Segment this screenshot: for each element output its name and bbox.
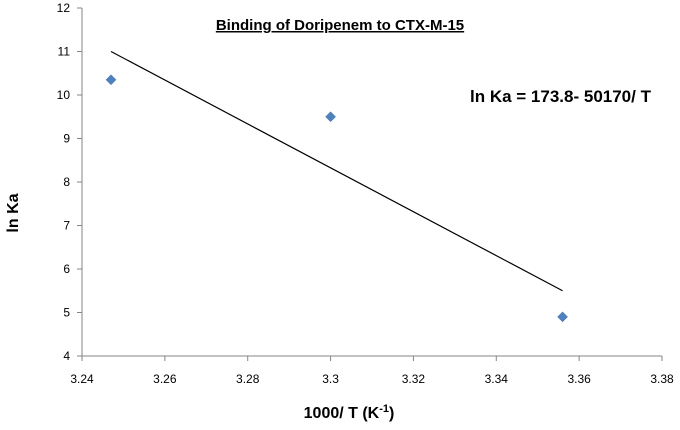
y-tick-label: 11: [58, 45, 71, 59]
y-tick-label: 6: [63, 262, 70, 276]
data-point: [105, 74, 117, 86]
x-tick-label: 3.36: [567, 372, 591, 386]
y-tick-label: 9: [63, 132, 70, 146]
trendline-equation: ln Ka = 173.8- 50170/ T: [470, 87, 652, 106]
x-tick-label: 3.28: [236, 372, 260, 386]
y-tick-label: 10: [57, 88, 71, 102]
y-tick-label: 5: [63, 306, 70, 320]
x-tick-label: 3.38: [650, 372, 674, 386]
x-axis-title-sup: -1: [379, 403, 389, 415]
y-tick-label: 4: [63, 349, 70, 363]
y-tick-label: 8: [63, 175, 70, 189]
x-axis-title-main: 1000/ T (K: [304, 405, 380, 422]
x-tick-label: 3.3: [322, 372, 339, 386]
x-axis-title: 1000/ T (K-1): [304, 403, 395, 422]
y-axis-title: ln Ka: [5, 193, 22, 232]
chart-title: Binding of Doripenem to CTX-M-15: [216, 17, 464, 34]
x-tick-label: 3.32: [402, 372, 426, 386]
data-point: [557, 311, 568, 323]
x-tick-label: 3.24: [70, 372, 94, 386]
x-axis-title-end: ): [389, 405, 394, 422]
y-tick-label: 7: [63, 219, 70, 233]
x-tick-label: 3.34: [485, 372, 509, 386]
trendline: [110, 50, 563, 292]
plot-area: 4 5 6 7 8 9 10 11 12 3.24 3.26 3.28 3.3 3.32 3.34 3.36 3…: [57, 1, 674, 386]
x-tick-label: 3.26: [153, 372, 177, 386]
y-tick-label: 12: [57, 1, 71, 15]
data-point: [325, 111, 336, 123]
